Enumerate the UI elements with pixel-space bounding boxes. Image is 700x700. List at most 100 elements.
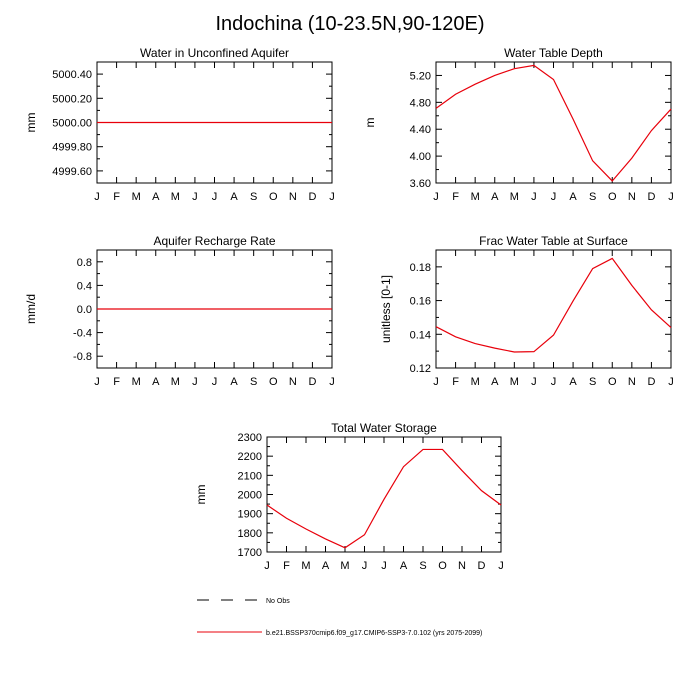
y-tick-label: 2000 <box>238 490 262 502</box>
y-tick-label: -0.4 <box>73 328 92 340</box>
x-tick-label: A <box>491 376 499 388</box>
y-tick-label: 4.40 <box>410 124 431 136</box>
x-tick-label: S <box>419 560 426 572</box>
x-tick-label: N <box>289 376 297 388</box>
x-tick-label: J <box>94 191 100 203</box>
x-tick-label: J <box>531 376 537 388</box>
y-axis-label: unitless [0-1] <box>379 275 393 343</box>
x-tick-label: J <box>551 191 557 203</box>
x-tick-label: M <box>171 191 180 203</box>
x-tick-label: O <box>269 376 278 388</box>
x-tick-label: M <box>171 376 180 388</box>
plot-frame <box>266 436 502 553</box>
x-tick-label: A <box>152 191 160 203</box>
y-tick-label: 5000.00 <box>52 118 92 130</box>
x-tick-label: N <box>458 560 466 572</box>
x-tick-label: D <box>308 191 316 203</box>
y-tick-label: 0.18 <box>410 262 431 274</box>
y-tick-label: 4.00 <box>410 151 431 163</box>
x-tick-label: A <box>400 560 408 572</box>
x-tick-label: F <box>283 560 290 572</box>
x-tick-label: O <box>438 560 447 572</box>
x-tick-label: O <box>608 376 617 388</box>
x-tick-label: M <box>471 376 480 388</box>
x-tick-label: J <box>433 376 439 388</box>
x-tick-label: J <box>531 191 537 203</box>
x-tick-label: A <box>491 191 499 203</box>
x-tick-label: O <box>269 191 278 203</box>
legend: No Obs b.e21.BSSP370cmip6.f09_g17.CMIP6-… <box>197 598 482 637</box>
series-line <box>435 257 672 353</box>
x-tick-label: J <box>192 376 198 388</box>
x-tick-label: A <box>230 191 238 203</box>
x-tick-label: D <box>308 376 316 388</box>
y-tick-label: 0.14 <box>410 329 431 341</box>
y-axis-label: mm <box>194 485 208 505</box>
y-tick-label: 2200 <box>238 451 262 463</box>
x-tick-label: J <box>498 560 504 572</box>
x-tick-label: F <box>113 376 120 388</box>
y-tick-label: 3.60 <box>410 178 431 190</box>
y-tick-label: 1900 <box>238 509 262 521</box>
chart-title: Total Water Storage <box>331 421 437 435</box>
x-tick-label: J <box>264 560 270 572</box>
chart-title: Water Table Depth <box>504 46 603 60</box>
x-tick-label: A <box>152 376 160 388</box>
x-tick-label: J <box>192 191 198 203</box>
x-tick-label: M <box>471 191 480 203</box>
series-line <box>435 64 672 182</box>
x-tick-label: M <box>510 376 519 388</box>
x-tick-label: A <box>569 376 577 388</box>
y-tick-label: 5.20 <box>410 70 431 82</box>
x-tick-label: S <box>250 376 257 388</box>
chart-title: Water in Unconfined Aquifer <box>140 46 289 60</box>
x-tick-label: J <box>362 560 368 572</box>
y-tick-label: 5000.40 <box>52 69 92 81</box>
x-tick-label: N <box>289 191 297 203</box>
figure-title: Indochina (10-23.5N,90-120E) <box>215 13 485 35</box>
x-tick-label: J <box>212 191 218 203</box>
x-tick-label: J <box>94 376 100 388</box>
x-tick-label: A <box>230 376 238 388</box>
y-tick-label: 0.4 <box>77 280 92 292</box>
x-tick-label: M <box>132 191 141 203</box>
x-tick-label: N <box>628 191 636 203</box>
y-tick-label: 0.16 <box>410 296 431 308</box>
y-tick-label: -0.8 <box>73 351 92 363</box>
plot-frame <box>435 249 672 369</box>
chart-title: Frac Water Table at Surface <box>479 234 628 248</box>
x-tick-label: A <box>569 191 577 203</box>
y-tick-label: 4999.80 <box>52 142 92 154</box>
y-tick-label: 0.0 <box>77 304 92 316</box>
x-tick-label: N <box>628 376 636 388</box>
x-tick-label: S <box>589 191 596 203</box>
x-tick-label: O <box>608 191 617 203</box>
x-tick-label: D <box>647 191 655 203</box>
x-tick-label: A <box>322 560 330 572</box>
series-line <box>266 448 502 549</box>
x-tick-label: J <box>668 191 674 203</box>
x-tick-label: F <box>113 191 120 203</box>
y-tick-label: 2300 <box>238 432 262 444</box>
y-tick-label: 0.8 <box>77 257 92 269</box>
legend-obs-label: No Obs <box>266 598 290 605</box>
x-tick-label: J <box>433 191 439 203</box>
x-tick-label: J <box>329 191 335 203</box>
x-tick-label: S <box>589 376 596 388</box>
x-tick-label: M <box>340 560 349 572</box>
x-tick-label: J <box>212 376 218 388</box>
y-tick-label: 5000.20 <box>52 93 92 105</box>
x-tick-label: F <box>452 376 459 388</box>
y-tick-label: 4.80 <box>410 97 431 109</box>
x-tick-label: J <box>329 376 335 388</box>
x-tick-label: J <box>551 376 557 388</box>
y-tick-label: 1700 <box>238 547 262 559</box>
y-axis-label: mm/d <box>24 294 38 324</box>
y-tick-label: 0.12 <box>410 363 431 375</box>
